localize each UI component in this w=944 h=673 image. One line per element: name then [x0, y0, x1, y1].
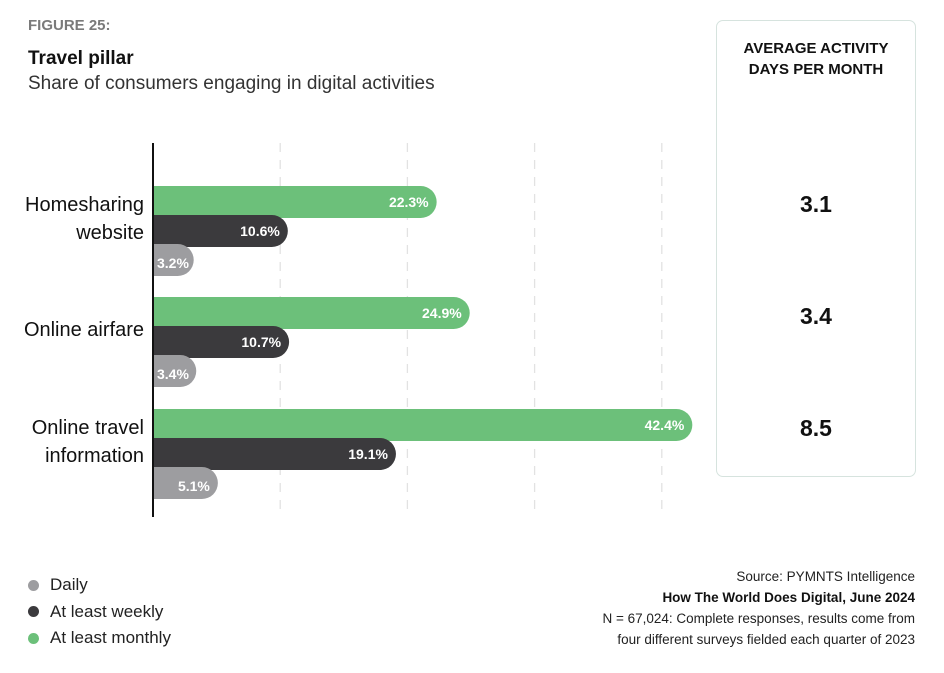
chart-title: Travel pillar — [28, 48, 134, 69]
category-label: Online airfare — [0, 316, 144, 344]
legend-label: At least monthly — [50, 628, 171, 648]
legend-label: At least weekly — [50, 601, 164, 621]
source-report-title: How The World Does Digital, June 2024 — [662, 590, 915, 605]
source-note: Source: PYMNTS Intelligence How The Worl… — [602, 566, 915, 650]
bar-value-label: 24.9% — [422, 305, 462, 321]
avg-activity-title-line2: DAYS PER MONTH — [748, 61, 884, 78]
legend-dot-icon — [28, 606, 39, 618]
category-label-line: information — [45, 445, 144, 467]
legend-item-weekly: At least weekly — [28, 599, 171, 626]
bar-value-label: 19.1% — [348, 446, 388, 462]
bar-value-label: 5.1% — [178, 478, 210, 494]
bar-monthly — [153, 297, 470, 329]
avg-activity-title: AVERAGE ACTIVITY DAYS PER MONTH — [717, 38, 915, 80]
bar-monthly — [153, 409, 693, 441]
avg-activity-value: 3.4 — [800, 303, 832, 329]
bar-weekly — [153, 326, 290, 358]
legend: Daily At least weekly At least monthly — [28, 572, 171, 652]
bar-value-label: 10.7% — [241, 334, 281, 350]
legend-item-daily: Daily — [28, 572, 171, 599]
avg-activity-value: 8.5 — [800, 415, 832, 441]
chart-subtitle: Share of consumers engaging in digital a… — [28, 73, 435, 94]
source-sample-note: four different surveys fielded each quar… — [617, 632, 915, 647]
bar-daily — [153, 244, 194, 276]
source-sample-note: N = 67,024: Complete responses, results … — [602, 611, 915, 626]
category-label-line: website — [76, 222, 144, 244]
avg-activity-title-line1: AVERAGE ACTIVITY — [743, 40, 889, 57]
bar-value-label: 42.4% — [645, 417, 685, 433]
bar-daily — [153, 467, 218, 499]
bar-daily — [153, 355, 197, 387]
bar-value-label: 22.3% — [389, 194, 429, 210]
category-label: Online travel information — [0, 414, 144, 470]
bar-value-label: 3.2% — [157, 255, 189, 271]
figure-label: FIGURE 25: — [28, 17, 111, 34]
bar-value-label: 10.6% — [240, 223, 280, 239]
category-label-line: Homesharing — [25, 194, 144, 216]
avg-activity-value: 3.1 — [800, 191, 832, 217]
category-label-line: Online travel — [31, 417, 144, 439]
bar-value-label: 3.4% — [157, 366, 189, 382]
source-line: Source: PYMNTS Intelligence — [736, 569, 915, 584]
legend-dot-icon — [28, 579, 39, 591]
legend-item-monthly: At least monthly — [28, 625, 171, 652]
bar-monthly — [153, 186, 437, 218]
bar-weekly — [153, 438, 396, 470]
legend-dot-icon — [28, 632, 39, 644]
category-label-line: Online airfare — [23, 319, 144, 341]
legend-label: Daily — [50, 575, 88, 595]
category-label: Homesharing website — [0, 191, 144, 247]
avg-activity-panel: AVERAGE ACTIVITY DAYS PER MONTH 3.1 3.4 … — [716, 20, 916, 477]
bar-weekly — [153, 215, 288, 247]
